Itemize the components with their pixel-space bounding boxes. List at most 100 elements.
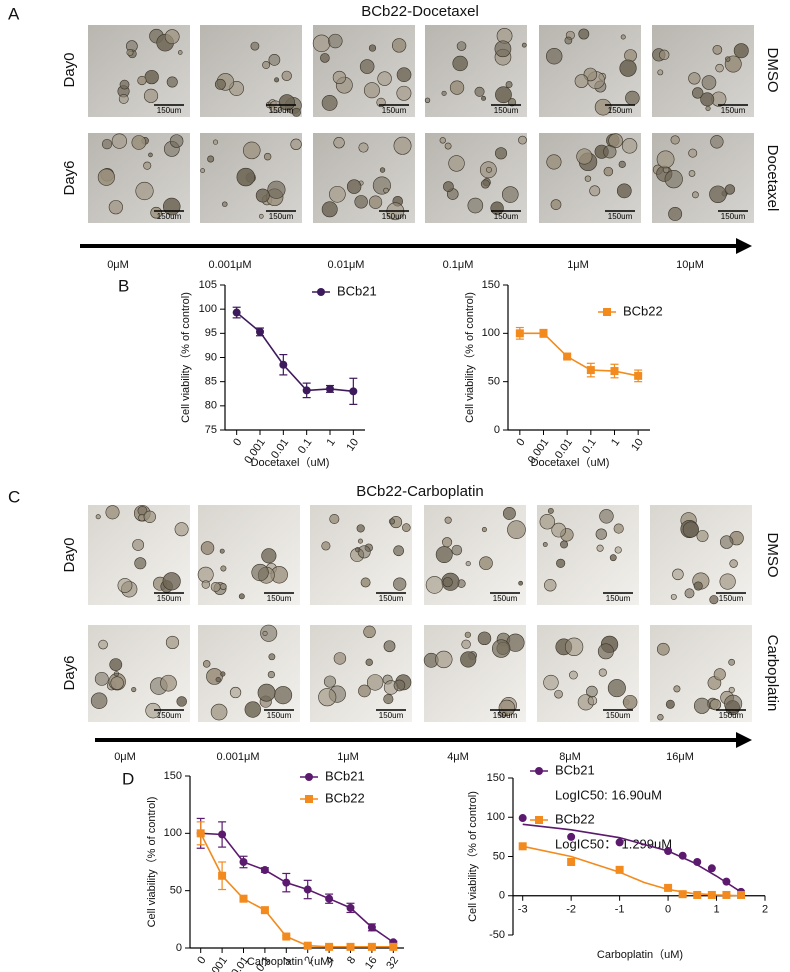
cell	[547, 507, 554, 514]
legend-marker	[305, 795, 313, 803]
cell	[219, 583, 227, 590]
cell	[144, 69, 159, 85]
cell	[556, 558, 566, 568]
cell	[668, 207, 683, 221]
cell	[220, 565, 227, 572]
marker	[218, 830, 227, 839]
cell	[693, 581, 703, 591]
cell	[357, 545, 371, 559]
marker	[303, 885, 312, 894]
cell	[700, 92, 715, 107]
cell	[119, 79, 130, 90]
y-tick-label: 100	[164, 827, 182, 839]
y-tick-label: 75	[205, 424, 217, 436]
scale-bar-label: 150um	[721, 212, 746, 221]
marker	[586, 366, 595, 375]
scale-bar-label: 150um	[269, 212, 294, 221]
cell	[251, 563, 269, 582]
scale-bar-label: 150um	[493, 594, 518, 603]
legend-marker	[603, 308, 611, 316]
cell	[595, 528, 607, 540]
dose-label: 16μM	[666, 751, 694, 763]
cell	[148, 152, 153, 158]
cell	[222, 201, 228, 207]
cell	[435, 546, 453, 564]
panel-title: BCb22-Carboplatin	[356, 483, 484, 500]
y-axis-title: Cell viability（% of control)	[179, 292, 192, 423]
cell	[448, 155, 465, 172]
marker	[239, 858, 248, 866]
scale-bar-label: 150um	[267, 711, 292, 720]
cell	[688, 72, 701, 85]
cell	[207, 155, 215, 163]
cell	[131, 686, 137, 693]
y-tick-label: 150	[487, 772, 505, 784]
cell	[613, 523, 624, 534]
cell	[118, 94, 129, 104]
cell	[321, 541, 331, 551]
x-tick-label: 0.1	[254, 955, 273, 972]
cell	[200, 541, 215, 555]
cell	[656, 150, 675, 169]
legend-label: BCb22	[325, 790, 365, 805]
series-line	[200, 832, 394, 943]
y-tick-label: 150	[164, 770, 182, 782]
cell	[709, 185, 727, 204]
cell	[201, 580, 210, 589]
cell	[449, 80, 465, 95]
y-axis-title: Cell viability（% of control)	[145, 797, 158, 928]
cell	[333, 652, 347, 665]
legend-label: BCb21	[325, 768, 365, 783]
y-tick-label: 90	[205, 351, 217, 363]
row-label: Day0	[61, 52, 78, 87]
cell	[451, 544, 463, 556]
marker	[302, 386, 311, 395]
dose-label: 1μM	[337, 751, 359, 763]
cell	[494, 147, 508, 160]
cell	[442, 577, 453, 588]
cell	[574, 74, 589, 88]
cell	[564, 637, 584, 657]
cell	[162, 572, 181, 591]
cell	[165, 635, 180, 650]
cell	[725, 56, 731, 62]
cell	[368, 44, 377, 52]
cell	[329, 514, 340, 524]
cell	[143, 88, 159, 103]
cell	[544, 579, 557, 592]
cell	[358, 684, 371, 698]
x-tick-label: 2	[302, 955, 315, 967]
cell	[396, 67, 412, 83]
cell	[609, 554, 617, 562]
cell	[137, 75, 147, 86]
cell	[393, 577, 407, 591]
cell	[160, 674, 177, 692]
cell	[219, 548, 225, 554]
cell	[393, 136, 412, 155]
scale-bar-label: 150um	[606, 594, 631, 603]
legend-marker	[305, 773, 313, 781]
marker	[260, 866, 269, 875]
cell	[383, 640, 396, 653]
cell	[318, 688, 337, 707]
cell	[603, 145, 617, 159]
cell	[546, 48, 563, 65]
cell	[312, 34, 331, 53]
cell	[320, 53, 330, 63]
cell	[200, 168, 205, 173]
cell	[705, 105, 711, 111]
marker	[515, 329, 524, 338]
cell	[368, 195, 383, 209]
dose-label: 0.001μM	[208, 259, 251, 271]
cell	[126, 48, 134, 56]
cell	[589, 185, 601, 197]
scale-bar-label: 150um	[157, 212, 182, 221]
cell	[134, 557, 147, 570]
legend-marker	[535, 767, 543, 775]
marker	[707, 890, 716, 899]
cell	[560, 540, 568, 549]
cell	[688, 170, 696, 177]
cell	[657, 714, 664, 721]
cell	[323, 675, 336, 688]
cell	[618, 160, 626, 168]
